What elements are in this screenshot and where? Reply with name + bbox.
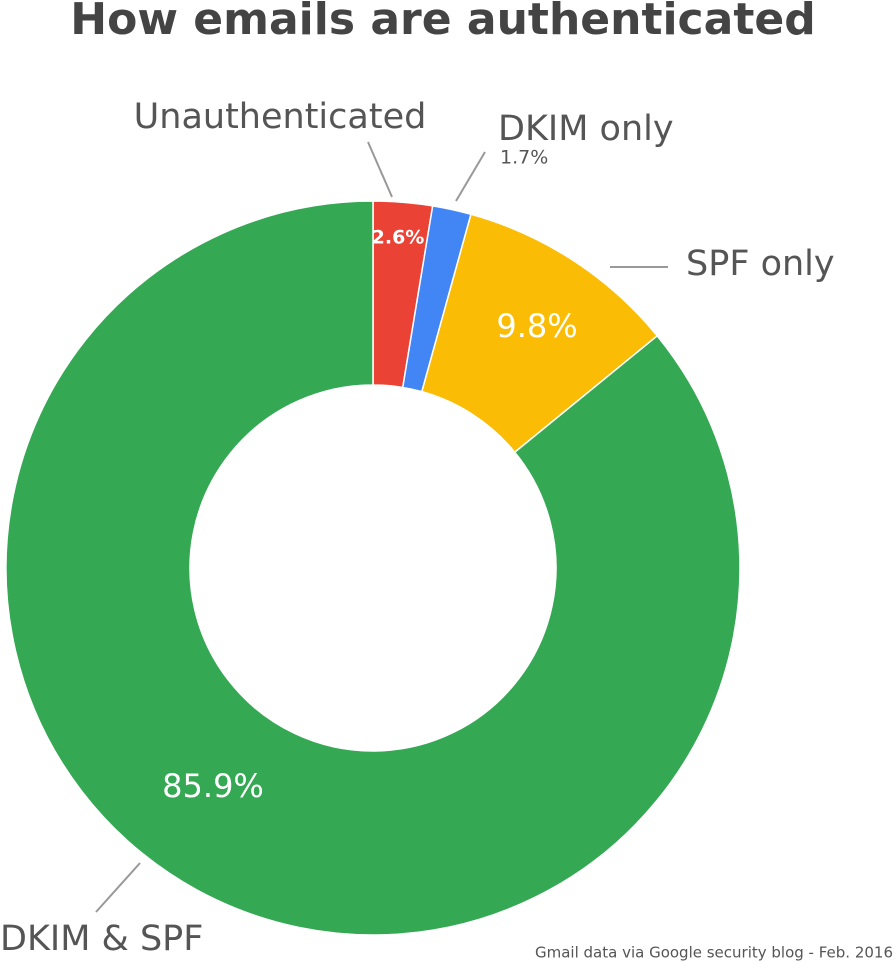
slice-label: SPF only xyxy=(686,244,835,284)
slice-label: DKIM only xyxy=(498,109,674,149)
leader-line xyxy=(95,862,141,913)
value-label: 85.9% xyxy=(162,767,264,805)
source-note: Gmail data via Google security blog - Fe… xyxy=(535,944,893,962)
chart-title: How emails are authenticated xyxy=(70,0,815,45)
donut-slice xyxy=(420,213,659,454)
slice-label: DKIM & SPF xyxy=(0,919,203,959)
donut-slice xyxy=(5,200,741,936)
value-label: 2.6% xyxy=(372,227,425,249)
value-label: 1.7% xyxy=(500,147,548,169)
leader-line xyxy=(367,141,393,198)
value-label: 9.8% xyxy=(496,307,577,345)
leader-line xyxy=(455,151,486,202)
slice-label: Unauthenticated xyxy=(134,97,427,137)
